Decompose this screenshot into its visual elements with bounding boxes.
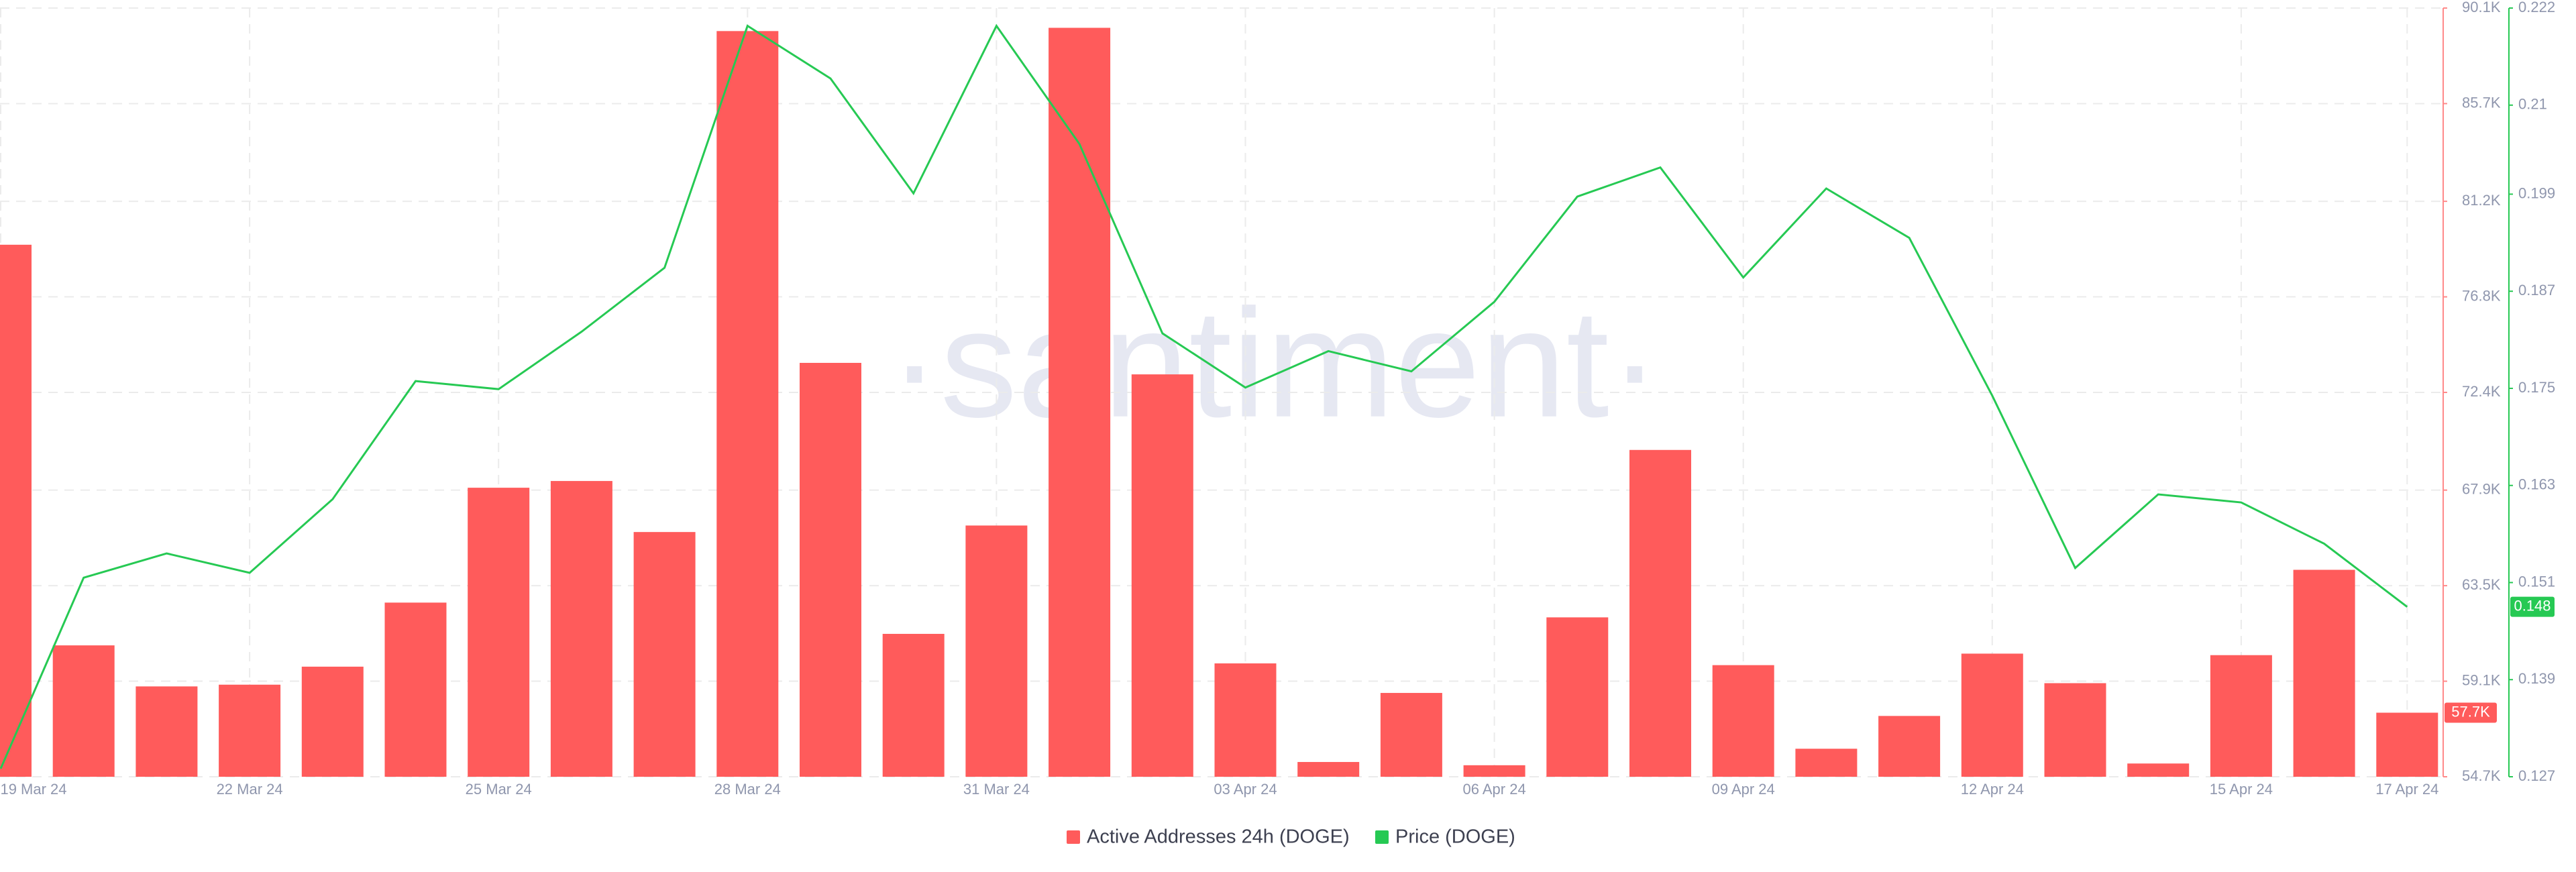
bar bbox=[0, 244, 32, 777]
y2-tick-label: 0.139 bbox=[2518, 670, 2555, 687]
bar bbox=[1546, 617, 1609, 777]
price-line bbox=[0, 23, 2408, 769]
bar bbox=[1629, 449, 1691, 777]
bar bbox=[136, 686, 198, 777]
bar bbox=[384, 602, 447, 777]
legend-swatch bbox=[1067, 830, 1080, 844]
legend-label: Active Addresses 24h (DOGE) bbox=[1087, 826, 1350, 848]
bar bbox=[1712, 665, 1774, 777]
bar bbox=[965, 525, 1028, 777]
value-label: 57.7K bbox=[2451, 703, 2490, 720]
x-tick-label: 25 Mar 24 bbox=[466, 781, 532, 798]
x-tick-label: 28 Mar 24 bbox=[714, 781, 781, 798]
bar bbox=[52, 645, 115, 777]
bar bbox=[716, 31, 779, 777]
x-tick-label: 15 Apr 24 bbox=[2210, 781, 2273, 798]
y2-tick-label: 0.175 bbox=[2518, 379, 2555, 396]
y-tick-label: 67.9K bbox=[2462, 480, 2501, 497]
y-tick-label: 90.1K bbox=[2462, 0, 2501, 15]
y-tick-label: 54.7K bbox=[2462, 767, 2501, 784]
watermark: ·santiment· bbox=[889, 277, 1660, 449]
bar bbox=[800, 362, 861, 777]
bar bbox=[2210, 655, 2272, 777]
bar bbox=[1214, 663, 1277, 777]
bar bbox=[2127, 763, 2190, 777]
x-tick-label: 17 Apr 24 bbox=[2375, 781, 2438, 798]
x-tick-label: 19 Mar 24 bbox=[0, 781, 66, 798]
bar bbox=[550, 481, 612, 777]
bar bbox=[2376, 712, 2438, 777]
bar bbox=[1131, 374, 1193, 777]
x-tick-label: 06 Apr 24 bbox=[1463, 781, 1526, 798]
y2-tick-label: 0.21 bbox=[2518, 96, 2547, 113]
y-tick-label: 81.2K bbox=[2462, 192, 2501, 209]
bar bbox=[1297, 761, 1360, 777]
bar bbox=[2044, 683, 2106, 777]
y-tick-label: 76.8K bbox=[2462, 287, 2501, 304]
bar bbox=[1463, 765, 1525, 777]
y2-tick-label: 0.199 bbox=[2518, 184, 2555, 201]
x-tick-label: 09 Apr 24 bbox=[1712, 781, 1775, 798]
bar bbox=[301, 666, 364, 777]
x-tick-label: 03 Apr 24 bbox=[1214, 781, 1277, 798]
y2-tick-label: 0.187 bbox=[2518, 282, 2555, 298]
legend-swatch bbox=[1375, 830, 1389, 844]
value-tag bbox=[2445, 702, 2497, 723]
bar bbox=[1795, 749, 1858, 777]
x-tick-label: 31 Mar 24 bbox=[963, 781, 1030, 798]
y2-tick-label: 0.163 bbox=[2518, 476, 2555, 493]
y-tick-label: 59.1K bbox=[2462, 671, 2501, 688]
y2-tick-label: 0.127 bbox=[2518, 767, 2555, 784]
bar bbox=[1878, 716, 1941, 777]
bar bbox=[882, 633, 945, 777]
bar bbox=[633, 532, 696, 777]
value-label: 0.148 bbox=[2514, 597, 2551, 614]
y-tick-label: 85.7K bbox=[2462, 94, 2501, 111]
x-tick-label: 12 Apr 24 bbox=[1961, 781, 2024, 798]
y-tick-label: 72.4K bbox=[2462, 383, 2501, 400]
bar bbox=[1049, 28, 1111, 777]
value-tag bbox=[2510, 596, 2555, 617]
bar bbox=[2293, 569, 2355, 777]
bar bbox=[1380, 693, 1442, 777]
bar bbox=[1961, 653, 2023, 777]
bar bbox=[219, 684, 281, 777]
legend-label: Price (DOGE) bbox=[1395, 826, 1515, 848]
bar bbox=[468, 488, 530, 777]
y-tick-label: 63.5K bbox=[2462, 576, 2501, 593]
y2-tick-label: 0.151 bbox=[2518, 573, 2555, 590]
y2-tick-label: 0.222 bbox=[2518, 0, 2555, 15]
x-tick-label: 22 Mar 24 bbox=[217, 781, 283, 798]
